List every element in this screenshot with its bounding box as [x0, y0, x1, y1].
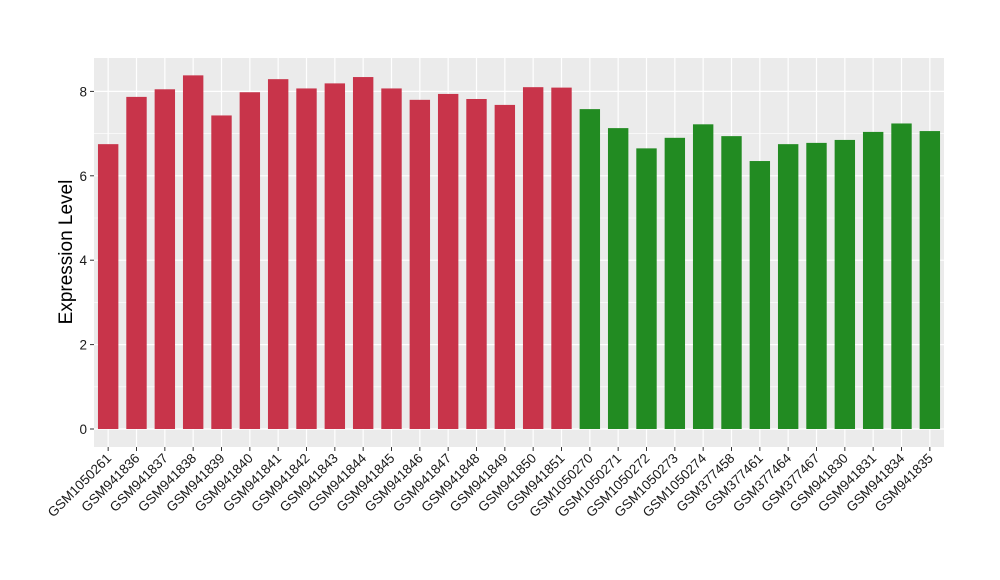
bar-GSM1050261 [97, 144, 119, 429]
bars-group [97, 75, 941, 430]
bar-GSM377461 [749, 161, 771, 429]
y-axis-title: Expression Level [56, 180, 77, 325]
bar-GSM941841 [267, 79, 289, 430]
bar-GSM377458 [721, 136, 742, 429]
bar-GSM941831 [862, 131, 884, 430]
bar-GSM377464 [777, 144, 799, 429]
bar-GSM941830 [834, 139, 856, 429]
bar-GSM1050271 [607, 128, 629, 429]
bar-GSM1050273 [664, 137, 686, 429]
bar-GSM941834 [891, 123, 912, 430]
y-tick-label: 2 [79, 338, 87, 353]
bar-GSM377467 [806, 142, 827, 429]
y-tick-label: 0 [79, 422, 87, 437]
x-axis: GSM1050261GSM941836GSM941837GSM941838GSM… [45, 447, 936, 520]
bar-GSM941850 [522, 87, 544, 430]
plot-panel [94, 58, 944, 447]
bar-GSM941845 [381, 88, 402, 430]
bar-GSM941844 [352, 77, 374, 429]
bar-GSM1050274 [692, 124, 714, 429]
bar-GSM941843 [324, 83, 346, 429]
bar-GSM941837 [154, 89, 176, 429]
bar-GSM941838 [182, 75, 204, 429]
bar-GSM941848 [466, 98, 487, 429]
bar-GSM941840 [239, 92, 261, 429]
y-tick-label: 8 [79, 84, 87, 99]
y-tick-label: 4 [79, 253, 87, 268]
bar-GSM941842 [296, 88, 317, 430]
y-axis: 0 2 4 6 8 [79, 84, 94, 437]
bar-GSM941835 [919, 131, 941, 429]
minor-gridlines [94, 133, 944, 388]
bar-GSM941849 [494, 104, 516, 430]
bar-GSM941846 [409, 99, 431, 429]
y-tick-label: 6 [79, 169, 87, 184]
bar-GSM941851 [551, 87, 572, 430]
bar-GSM941847 [437, 93, 459, 429]
bar-GSM941836 [126, 96, 147, 430]
bar-GSM941839 [211, 115, 232, 429]
bar-GSM1050270 [579, 109, 601, 430]
bar-GSM1050272 [636, 148, 657, 429]
